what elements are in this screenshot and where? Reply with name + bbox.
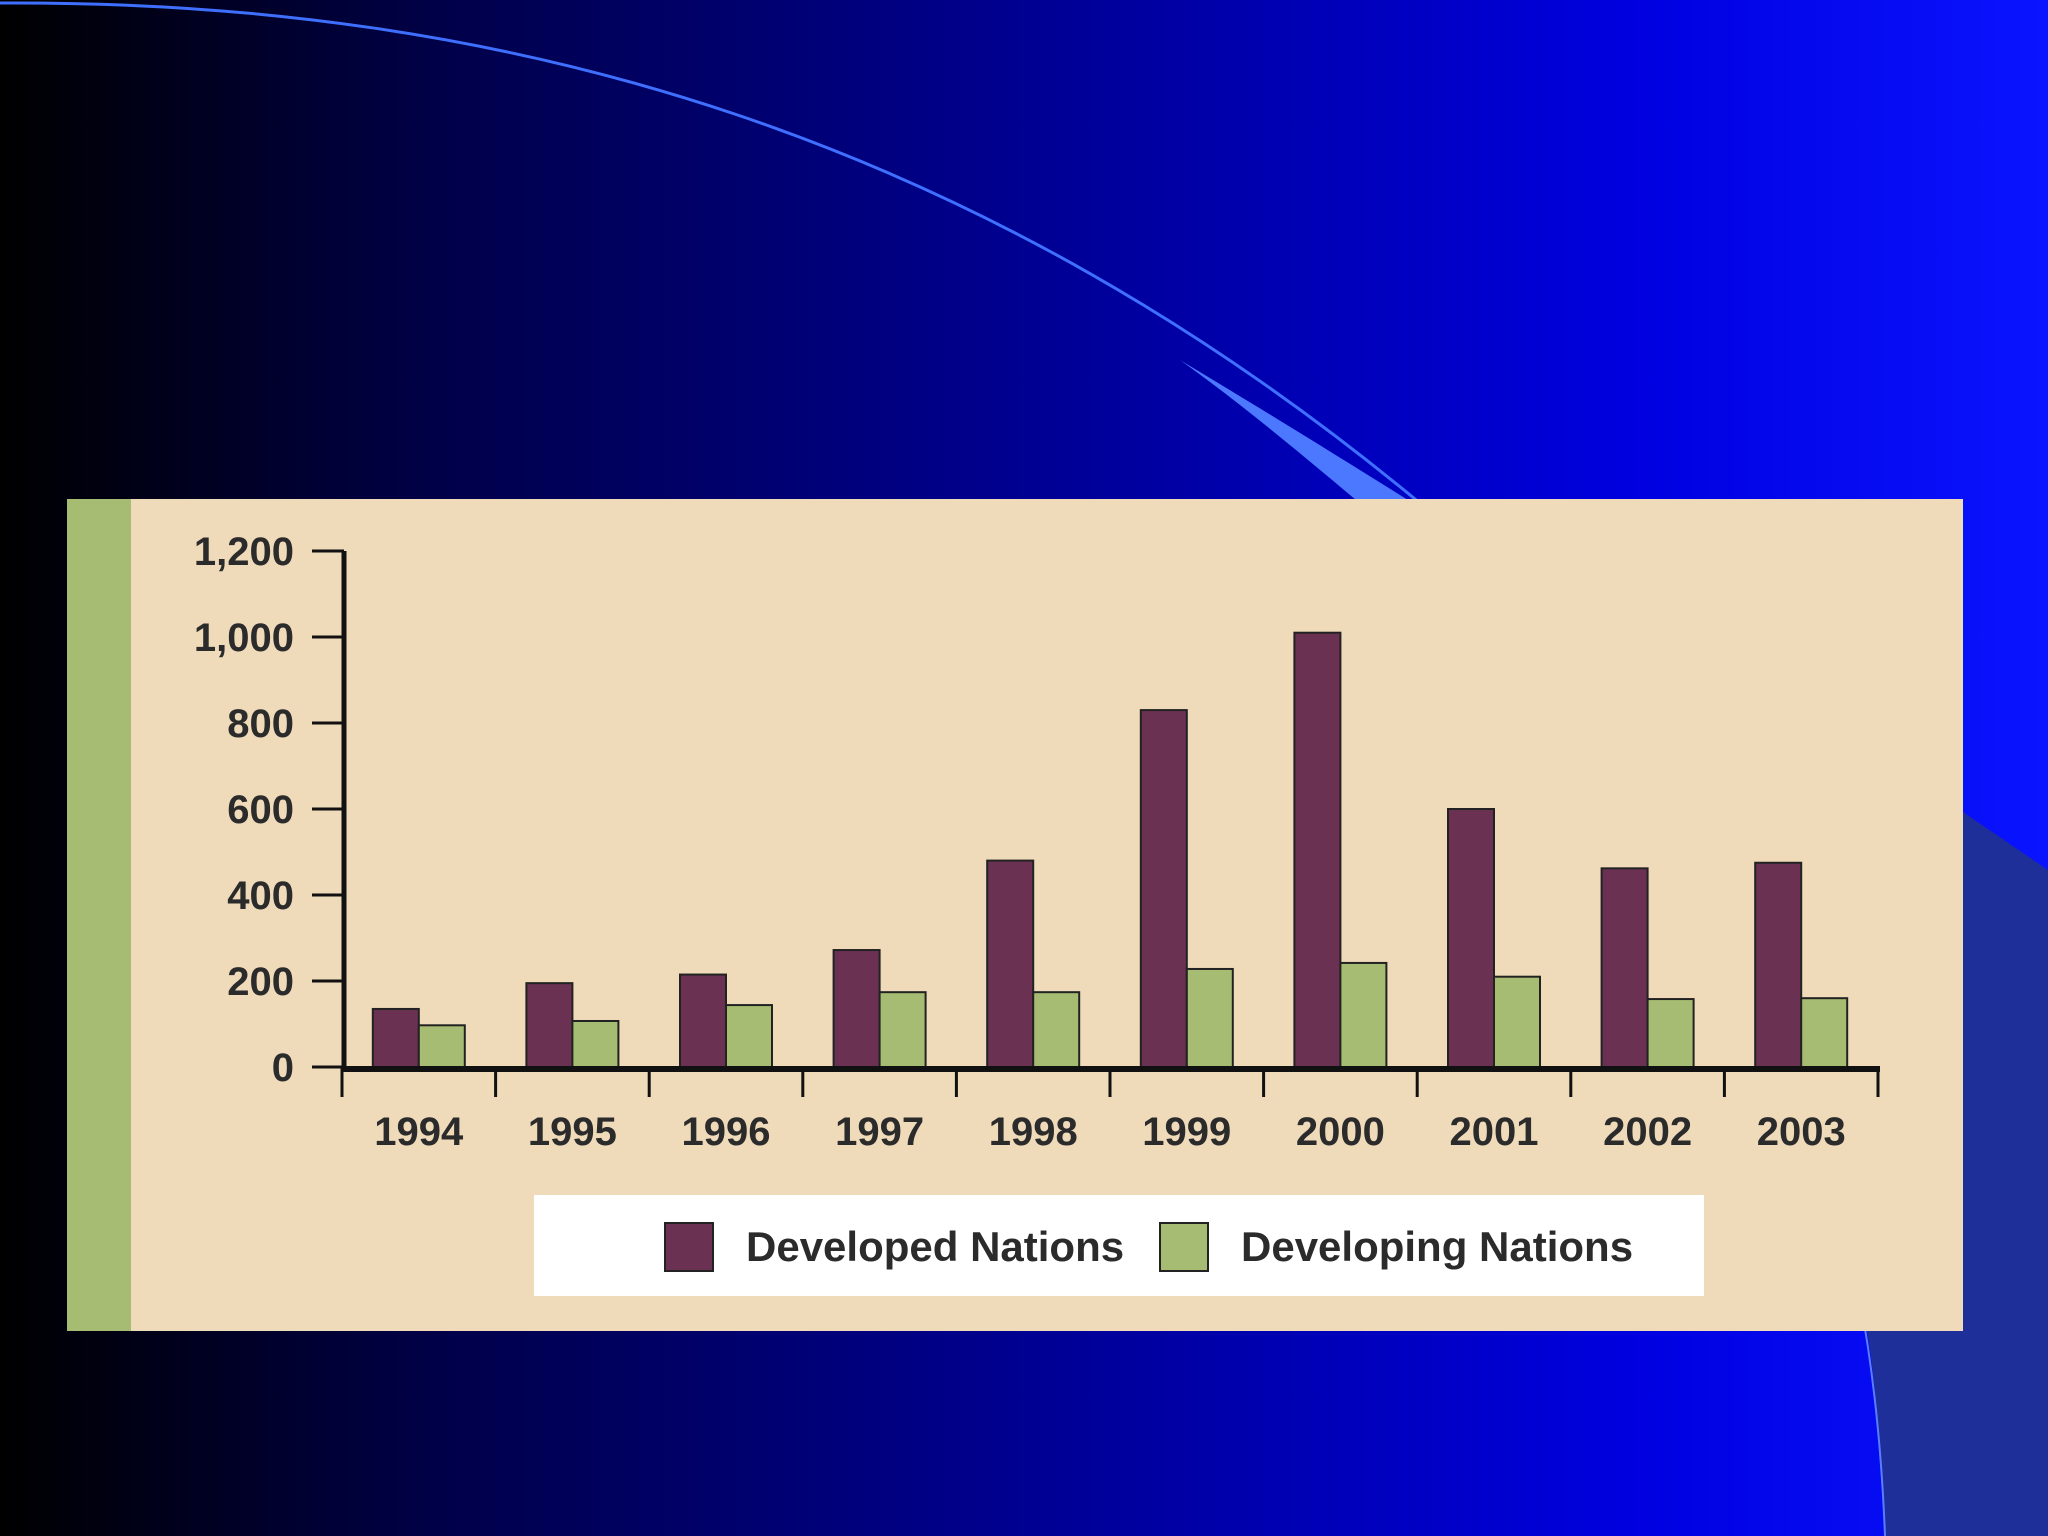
- x-tick-label: 1996: [682, 1110, 771, 1154]
- bar-developing: [1646, 998, 1695, 1068]
- bar-developing: [878, 991, 927, 1068]
- bar-chart: 0 200 400 600 800 1,000 1,200 1994 1995 1996 1997 1…: [194, 530, 1880, 1154]
- bar-developed: [1293, 631, 1342, 1068]
- bar-developed: [679, 973, 727, 1068]
- y-tick-label: 0: [272, 1046, 294, 1090]
- x-tick-label: 2002: [1603, 1110, 1692, 1154]
- legend-item-developing: Developing Nations: [1159, 1220, 1633, 1274]
- bar-developed: [1754, 861, 1803, 1068]
- bar-developing: [1493, 975, 1541, 1069]
- legend-label-developed: Developed Nations: [746, 1223, 1125, 1270]
- bar-developing: [725, 1004, 773, 1068]
- bar-developed: [986, 859, 1035, 1068]
- bar-developing: [1185, 967, 1234, 1068]
- bar-developed: [832, 949, 881, 1069]
- bar-developed: [1139, 709, 1188, 1068]
- bar-developing: [1032, 991, 1081, 1068]
- y-tick-label: 200: [227, 960, 294, 1004]
- bar-developing: [571, 1019, 620, 1068]
- bar-developed: [525, 982, 574, 1068]
- y-tick-label: 600: [227, 788, 294, 832]
- bar-developing: [417, 1024, 466, 1068]
- y-tick-label: 400: [227, 874, 294, 918]
- legend-swatch-developed: [664, 1222, 714, 1272]
- x-tick-label: 1999: [1142, 1110, 1231, 1154]
- chart-panel: 0 200 400 600 800 1,000 1,200 1994 1995 1996 1997 1…: [67, 499, 1963, 1331]
- bar-developed: [371, 1007, 420, 1069]
- x-tick-label: 1994: [374, 1110, 464, 1154]
- bar-developing: [1800, 997, 1849, 1069]
- bar-developed: [1600, 867, 1649, 1068]
- x-tick-label: 2000: [1296, 1110, 1385, 1154]
- x-tick-label: 1995: [528, 1110, 617, 1154]
- legend-swatch-developing: [1159, 1222, 1209, 1272]
- legend-label-developing: Developing Nations: [1241, 1223, 1634, 1270]
- y-tick-label: 800: [227, 702, 294, 746]
- y-tick-label: 1,200: [194, 530, 294, 574]
- bar-developed: [1447, 808, 1495, 1068]
- x-tick-label: 1998: [989, 1110, 1078, 1154]
- x-tick-label: 2001: [1450, 1110, 1539, 1154]
- bar-developing: [1339, 961, 1388, 1068]
- chart-side-stripe: [67, 499, 131, 1331]
- chart-legend: Developed Nations Developing Nations: [534, 1195, 1704, 1296]
- legend-item-developed: Developed Nations: [664, 1220, 1124, 1274]
- x-tick-label: 1997: [835, 1110, 924, 1154]
- x-tick-label: 2003: [1757, 1110, 1846, 1154]
- y-tick-label: 1,000: [194, 616, 294, 660]
